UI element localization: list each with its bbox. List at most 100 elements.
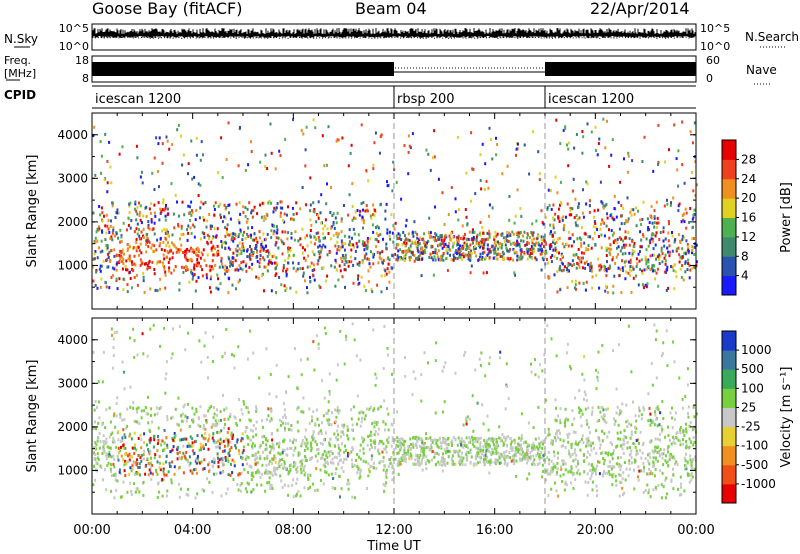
range-cell [308, 421, 311, 425]
range-cell [263, 434, 266, 438]
range-cell [615, 462, 618, 466]
range-cell [473, 230, 476, 234]
range-cell [600, 233, 603, 237]
range-cell [602, 206, 605, 210]
range-cell [106, 464, 109, 468]
range-cell [210, 425, 213, 429]
range-cell [165, 473, 168, 477]
range-cell [228, 451, 230, 455]
range-cell [267, 262, 270, 266]
range-cell [366, 257, 369, 261]
range-cell [500, 246, 503, 250]
range-cell [235, 446, 237, 450]
range-cell [522, 234, 524, 238]
range-cell [221, 243, 223, 247]
range-cell [648, 467, 650, 471]
range-cell [200, 251, 203, 255]
range-cell [191, 406, 194, 410]
range-cell [117, 458, 120, 462]
range-cell [635, 439, 638, 442]
range-cell [439, 243, 442, 247]
range-cell [372, 328, 375, 332]
range-cell [655, 271, 658, 275]
range-cell [281, 206, 284, 210]
range-cell [361, 218, 363, 222]
range-cell [533, 458, 536, 462]
noise-search-label: N.Search [745, 30, 799, 44]
range-cell [98, 267, 101, 271]
range-cell [665, 476, 668, 480]
range-cell [338, 474, 341, 478]
range-cell [693, 415, 696, 419]
range-cell [166, 139, 169, 143]
range-cell [417, 255, 420, 259]
range-cell [148, 450, 151, 454]
range-cell [364, 414, 367, 418]
range-cell [211, 490, 214, 494]
range-cell [242, 400, 245, 403]
range-cell [498, 436, 501, 440]
range-cell [357, 277, 359, 281]
range-cell [602, 457, 605, 460]
range-cell [168, 147, 171, 151]
range-cell [314, 126, 317, 130]
range-cell [184, 250, 187, 253]
range-cell [266, 439, 269, 443]
range-cell [662, 341, 665, 345]
range-cell [382, 237, 384, 241]
range-cell [521, 255, 524, 259]
range-cell [236, 253, 239, 257]
range-cell [259, 444, 262, 448]
range-cell [504, 407, 507, 411]
range-cell [303, 256, 306, 260]
range-cell [221, 176, 224, 180]
range-cell [360, 410, 363, 414]
range-cell [404, 457, 407, 461]
range-cell [317, 216, 320, 220]
range-cell [597, 460, 599, 464]
range-cell [479, 455, 481, 459]
range-cell [243, 230, 245, 234]
range-cell [403, 449, 406, 453]
range-cell [576, 237, 579, 241]
range-cell [427, 437, 430, 441]
range-cell [163, 227, 166, 231]
range-cell [131, 267, 134, 271]
range-cell [232, 433, 234, 437]
range-cell [560, 444, 563, 448]
range-cell [294, 446, 297, 450]
range-cell [155, 406, 158, 410]
range-cell [107, 252, 110, 256]
range-cell [171, 233, 174, 237]
range-cell [176, 457, 179, 461]
range-cell [472, 429, 475, 433]
range-cell [236, 249, 239, 253]
range-cell [626, 441, 629, 444]
range-cell [567, 141, 570, 145]
range-cell [668, 250, 671, 254]
range-cell [663, 448, 666, 452]
range-cell [320, 456, 322, 460]
colorbar-swatch [722, 198, 736, 218]
range-cell [402, 443, 405, 447]
range-cell [138, 214, 141, 217]
range-cell [548, 276, 551, 280]
range-cell [337, 278, 340, 282]
range-cell [114, 216, 117, 219]
range-cell [559, 288, 562, 292]
range-cell [278, 275, 281, 279]
range-cell [416, 439, 419, 443]
range-cell [274, 472, 277, 476]
range-cell [182, 405, 185, 409]
range-cell [128, 204, 131, 208]
range-cell [161, 142, 164, 146]
range-cell [405, 218, 408, 222]
range-cell [484, 162, 487, 166]
range-cell [517, 231, 520, 235]
range-cell [407, 172, 410, 176]
range-cell [269, 260, 272, 264]
range-cell [415, 257, 417, 261]
range-cell [140, 230, 143, 234]
range-cell [620, 464, 623, 468]
range-cell [681, 247, 684, 251]
